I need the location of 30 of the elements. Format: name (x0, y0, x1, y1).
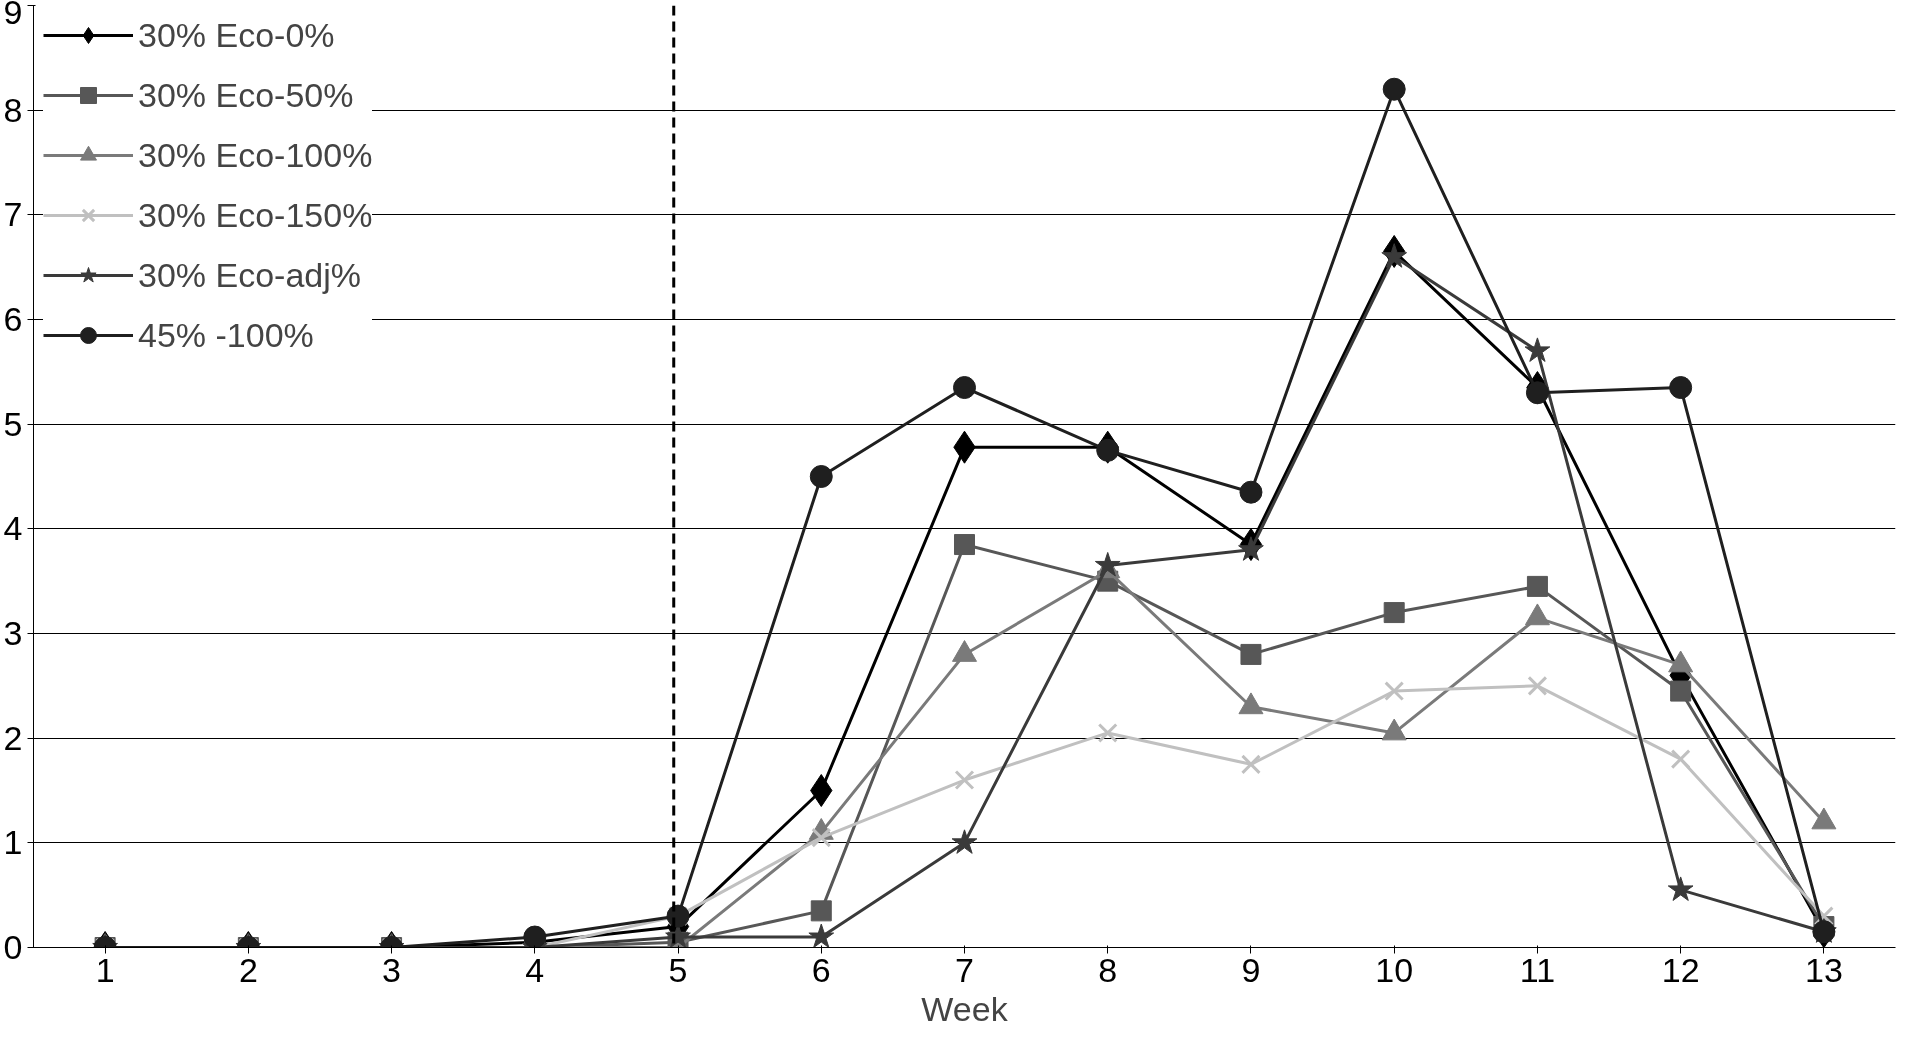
x-tick-label: 4 (525, 950, 545, 989)
y-tick-label: 2 (3, 718, 23, 757)
x-tick-label: 2 (238, 950, 258, 989)
y-tick-label: 5 (3, 404, 23, 443)
legend-label: 30% Eco-100% (138, 135, 373, 175)
x-tick-label: 3 (382, 950, 402, 989)
legend-label: 30% Eco-adj% (138, 255, 362, 295)
x-tick-label: 5 (668, 950, 688, 989)
y-tick-label: 1 (3, 823, 23, 862)
y-tick-label: 4 (3, 509, 23, 548)
x-tick-label: 10 (1375, 950, 1414, 989)
x-tick-label: 12 (1661, 950, 1700, 989)
y-tick-label: 8 (3, 90, 23, 129)
legend-label: 45% -100% (138, 315, 314, 355)
x-tick-label: 11 (1519, 950, 1556, 989)
y-tick-label: 9 (3, 0, 23, 31)
x-tick-label: 9 (1241, 950, 1261, 989)
legend-label: 30% Eco-150% (138, 195, 373, 235)
x-tick-label: 6 (811, 950, 831, 989)
legend-label: 30% Eco-50% (138, 75, 354, 115)
y-tick-label: 3 (3, 614, 23, 652)
x-tick-label: 1 (95, 950, 115, 989)
x-axis-title: Week (921, 989, 1009, 1028)
y-tick-label: 7 (3, 195, 23, 234)
x-tick-label: 13 (1804, 950, 1843, 989)
x-tick-label: 7 (955, 950, 974, 989)
y-tick-label: 0 (3, 928, 23, 966)
y-tick-label: 6 (3, 300, 23, 338)
legend-label: 30% Eco-0% (138, 15, 335, 55)
x-tick-label: 8 (1098, 950, 1118, 989)
